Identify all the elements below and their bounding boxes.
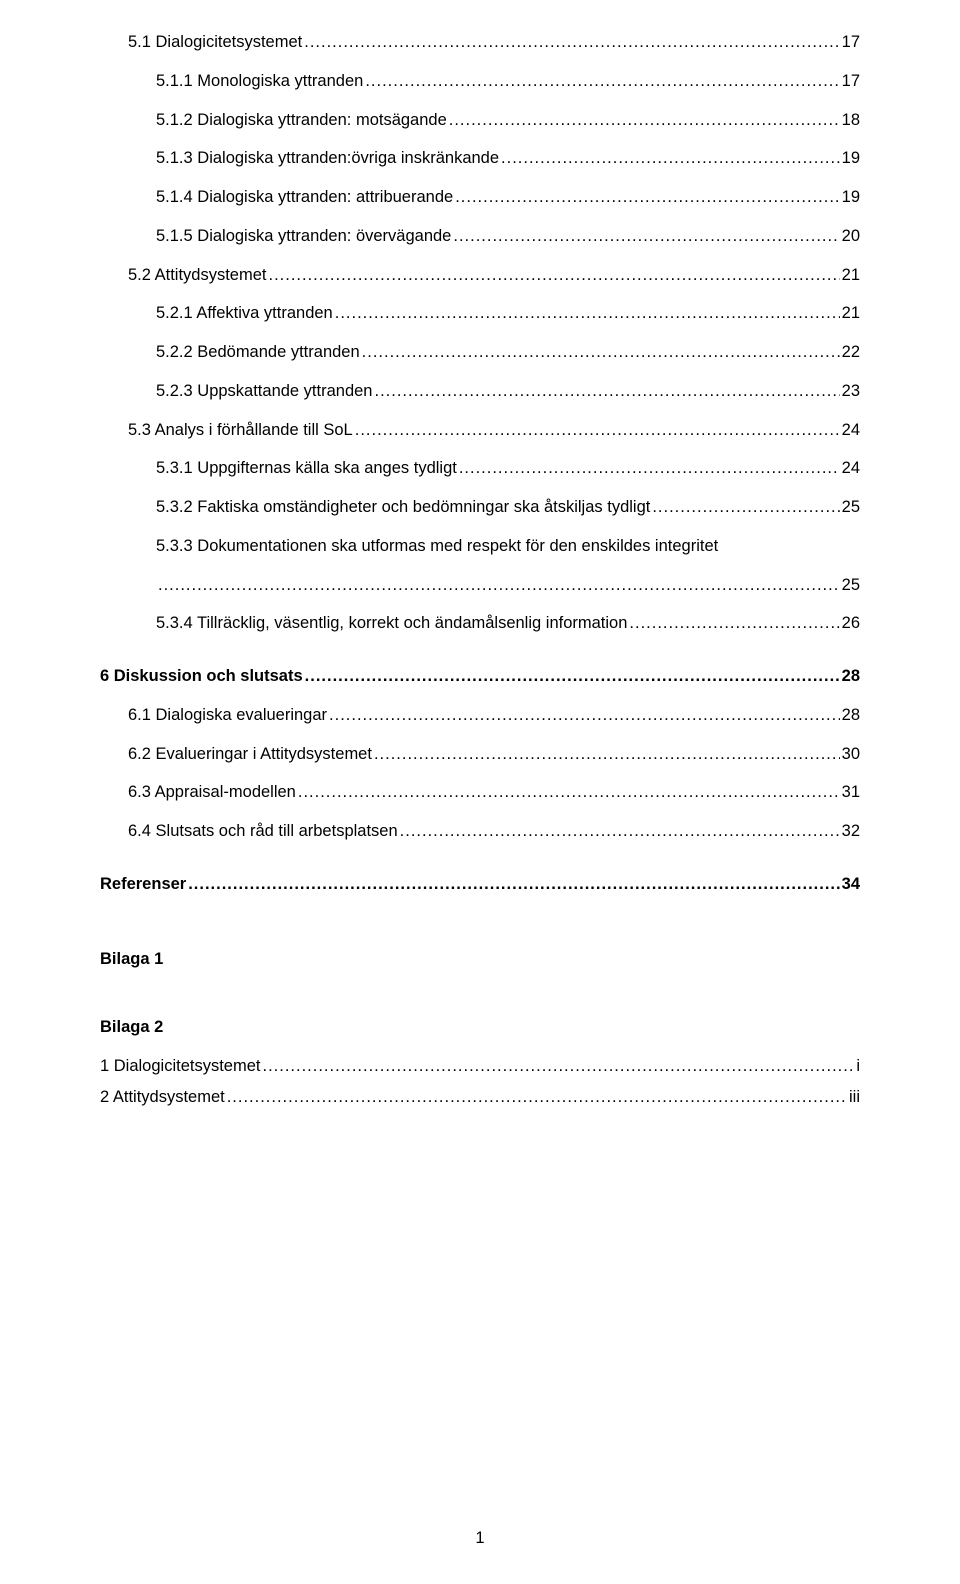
toc-entry: 5.2 Attitydsystemet 21 xyxy=(100,263,860,288)
toc-leader-dots xyxy=(335,301,840,326)
toc-leader-dots xyxy=(158,573,840,598)
toc-label: 6 Diskussion och slutsats xyxy=(100,664,303,689)
toc-entry: 6.3 Appraisal-modellen 31 xyxy=(100,780,860,805)
toc-page-number: iii xyxy=(849,1085,860,1110)
toc-leader-dots xyxy=(262,1054,854,1079)
toc-entry: Referenser 34 xyxy=(100,872,860,897)
toc-page-number: 17 xyxy=(842,69,860,94)
toc-leader-dots xyxy=(298,780,840,805)
appendix-entry: 2 Attitydsystemet iii xyxy=(100,1085,860,1110)
toc-entry: 5.2.3 Uppskattande yttranden 23 xyxy=(100,379,860,404)
toc-page-number: 26 xyxy=(842,611,860,636)
toc-entry: 5.3.2 Faktiska omständigheter och bedömn… xyxy=(100,495,860,520)
toc-label: 5.3 Analys i förhållande till SoL xyxy=(128,418,353,443)
toc-page-number: 34 xyxy=(842,872,860,897)
toc-leader-dots xyxy=(374,742,840,767)
toc-label: 5.3.1 Uppgifternas källa ska anges tydli… xyxy=(156,456,457,481)
toc-page-number: 25 xyxy=(842,495,860,520)
toc-leader-dots xyxy=(305,664,840,689)
toc-label: 5.3.3 Dokumentationen ska utformas med r… xyxy=(156,534,718,559)
toc-page-number: 20 xyxy=(842,224,860,249)
toc-label: 5.1.3 Dialogiska yttranden:övriga inskrä… xyxy=(156,146,499,171)
toc-leader-dots xyxy=(449,108,840,133)
toc-leader-dots xyxy=(629,611,839,636)
appendix-heading-1: Bilaga 1 xyxy=(100,947,860,972)
toc-leader-dots xyxy=(268,263,839,288)
toc-label: 6.2 Evalueringar i Attitydsystemet xyxy=(128,742,372,767)
toc-label: 6.3 Appraisal-modellen xyxy=(128,780,296,805)
table-of-contents: 5.1 Dialogicitetsystemet175.1.1 Monologi… xyxy=(100,30,860,897)
toc-entry: 5.1 Dialogicitetsystemet 17 xyxy=(100,30,860,55)
toc-page-number: 17 xyxy=(842,30,860,55)
toc-label: 5.3.2 Faktiska omständigheter och bedömn… xyxy=(156,495,650,520)
toc-page-number: 18 xyxy=(842,108,860,133)
toc-page-number: 21 xyxy=(842,263,860,288)
toc-entry: 6.2 Evalueringar i Attitydsystemet 30 xyxy=(100,742,860,767)
toc-page-number: 19 xyxy=(842,146,860,171)
toc-label: 2 Attitydsystemet xyxy=(100,1085,225,1110)
toc-leader-dots xyxy=(400,819,840,844)
toc-page-number: 24 xyxy=(842,456,860,481)
toc-label: 6.1 Dialogiska evalueringar xyxy=(128,703,327,728)
toc-page-number: 23 xyxy=(842,379,860,404)
toc-entry: 5.1.1 Monologiska yttranden 17 xyxy=(100,69,860,94)
toc-label: 5.1 Dialogicitetsystemet xyxy=(128,30,302,55)
document-page: 5.1 Dialogicitetsystemet175.1.1 Monologi… xyxy=(0,0,960,1584)
toc-page-number: 31 xyxy=(842,780,860,805)
toc-page-number: 25 xyxy=(842,573,860,598)
toc-leader-dots xyxy=(227,1085,847,1110)
toc-label: 5.1.5 Dialogiska yttranden: övervägande xyxy=(156,224,451,249)
toc-entry: 5.3.4 Tillräcklig, väsentlig, korrekt oc… xyxy=(100,611,860,636)
toc-leader-dots xyxy=(355,418,840,443)
toc-entry: 6.1 Dialogiska evalueringar 28 xyxy=(100,703,860,728)
toc-label: 5.3.4 Tillräcklig, väsentlig, korrekt oc… xyxy=(156,611,627,636)
toc-leader-dots xyxy=(304,30,839,55)
toc-label: 1 Dialogicitetsystemet xyxy=(100,1054,260,1079)
toc-label: 5.1.2 Dialogiska yttranden: motsägande xyxy=(156,108,447,133)
toc-page-number: 24 xyxy=(842,418,860,443)
toc-entry: 6 Diskussion och slutsats 28 xyxy=(100,664,860,689)
toc-label: 6.4 Slutsats och råd till arbetsplatsen xyxy=(128,819,398,844)
toc-leader-dots xyxy=(501,146,840,171)
toc-page-number: 30 xyxy=(842,742,860,767)
toc-leader-dots xyxy=(453,224,839,249)
toc-page-number: 28 xyxy=(842,664,860,689)
toc-label: 5.2.1 Affektiva yttranden xyxy=(156,301,333,326)
toc-entry: 5.3.3 Dokumentationen ska utformas med r… xyxy=(100,534,860,559)
toc-label: 5.2.3 Uppskattande yttranden xyxy=(156,379,372,404)
toc-page-number: 21 xyxy=(842,301,860,326)
toc-label: 5.2.2 Bedömande yttranden xyxy=(156,340,360,365)
toc-entry: 5.2.1 Affektiva yttranden 21 xyxy=(100,301,860,326)
toc-entry: 5.3.1 Uppgifternas källa ska anges tydli… xyxy=(100,456,860,481)
toc-leader-dots xyxy=(365,69,839,94)
appendix-heading-2: Bilaga 2 xyxy=(100,1015,860,1040)
toc-label: 5.1.4 Dialogiska yttranden: attribuerand… xyxy=(156,185,453,210)
appendix-section: Bilaga 1 Bilaga 2 1 Dialogicitetsystemet… xyxy=(100,947,860,1110)
toc-leader-dots xyxy=(455,185,839,210)
toc-page-number: 19 xyxy=(842,185,860,210)
toc-entry: 5.3 Analys i förhållande till SoL 24 xyxy=(100,418,860,443)
toc-leader-dots xyxy=(652,495,839,520)
toc-leader-dots xyxy=(374,379,839,404)
toc-entry: 5.1.2 Dialogiska yttranden: motsägande 18 xyxy=(100,108,860,133)
toc-leader-dots xyxy=(459,456,840,481)
toc-label: 5.1.1 Monologiska yttranden xyxy=(156,69,363,94)
page-number: 1 xyxy=(0,1529,960,1548)
toc-page-number: 22 xyxy=(842,340,860,365)
toc-entry: 6.4 Slutsats och råd till arbetsplatsen 3… xyxy=(100,819,860,844)
toc-label: Referenser xyxy=(100,872,186,897)
toc-entry: 5.1.3 Dialogiska yttranden:övriga inskrä… xyxy=(100,146,860,171)
toc-leader-dots xyxy=(188,872,839,897)
toc-entry: 5.1.4 Dialogiska yttranden: attribuerand… xyxy=(100,185,860,210)
toc-entry: 5.1.5 Dialogiska yttranden: övervägande 2… xyxy=(100,224,860,249)
toc-entry-continuation: 25 xyxy=(100,573,860,598)
toc-leader-dots xyxy=(329,703,840,728)
toc-label: 5.2 Attitydsystemet xyxy=(128,263,266,288)
toc-entry: 5.2.2 Bedömande yttranden 22 xyxy=(100,340,860,365)
toc-leader-dots xyxy=(362,340,840,365)
toc-page-number: 32 xyxy=(842,819,860,844)
appendix-entry: 1 Dialogicitetsystemet i xyxy=(100,1054,860,1079)
toc-page-number: i xyxy=(856,1054,860,1079)
toc-page-number: 28 xyxy=(842,703,860,728)
